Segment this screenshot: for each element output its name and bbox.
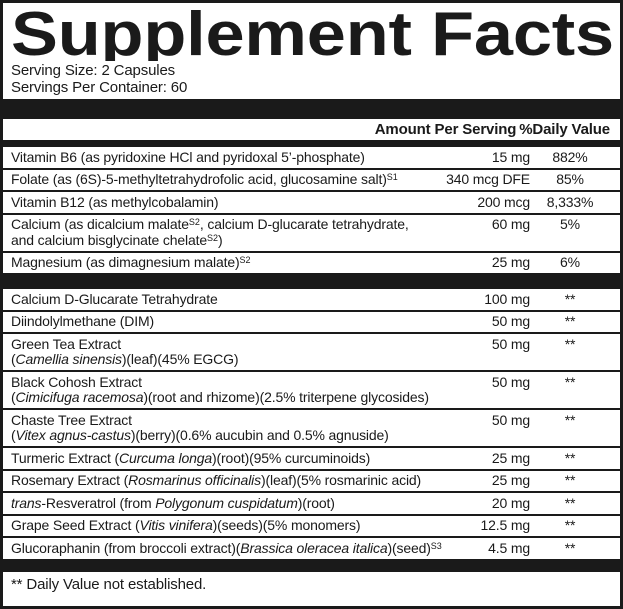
ingredient-name-line: Black Cohosh Extract bbox=[11, 373, 142, 390]
ingredient-name-line: Vitamin B6 (as pyridoxine HCl and pyrido… bbox=[11, 148, 365, 165]
table-row: Vitamin B12 (as methylcobalamin) 200 mcg 8… bbox=[3, 190, 620, 213]
amount-cell: 340 mcg DFE bbox=[446, 171, 530, 187]
table-row: Glucoraphanin (from broccoli extract)(Br… bbox=[3, 536, 620, 559]
ingredient-name: Turmeric Extract (Curcuma longa)(root)(9… bbox=[11, 449, 418, 467]
amount-cell: 20 mg bbox=[491, 494, 530, 511]
daily-value-cell: ** bbox=[564, 313, 576, 329]
table-row: Black Cohosh Extract (Cimicifuga racemosa… bbox=[3, 370, 620, 408]
column-header-daily-value: %Daily Value bbox=[519, 121, 610, 138]
ingredient-name: Calcium (as dicalcium malateS2, calcium … bbox=[11, 216, 418, 248]
table-row: Calcium D-Glucarate Tetrahydrate 100 mg ** bbox=[3, 289, 620, 310]
serving-info: Serving Size: 2 Capsules Servings Per Co… bbox=[3, 61, 620, 99]
ingredient-name: Green Tea Extract (Camellia sinensis)(lea… bbox=[11, 335, 418, 368]
ingredient-name-line: Rosemary Extract (Rosmarinus officinalis… bbox=[11, 472, 422, 488]
ingredient-name-line: Chaste Tree Extract bbox=[11, 411, 132, 428]
daily-value-cell: ** bbox=[564, 373, 576, 390]
footer-divider-bar bbox=[3, 558, 620, 572]
page-title: Supplement Facts bbox=[11, 5, 614, 61]
ingredient-name: Vitamin B12 (as methylcobalamin) bbox=[11, 193, 418, 211]
daily-value-cell: ** bbox=[564, 411, 576, 428]
daily-value-cell: ** bbox=[564, 335, 576, 352]
ingredient-name-line: (Cimicifuga racemosa)(root and rhizome)(… bbox=[11, 389, 429, 405]
table-header: Amount Per Serving %Daily Value bbox=[3, 119, 620, 140]
ingredient-name: Black Cohosh Extract (Cimicifuga racemosa… bbox=[11, 373, 429, 406]
ingredient-name: Grape Seed Extract (Vitis vinifera)(seed… bbox=[11, 517, 418, 534]
ingredient-name: Magnesium (as dimagnesium malate)S2 bbox=[11, 254, 418, 271]
daily-value-cell: 85% bbox=[556, 171, 584, 187]
daily-value-cell: 8,333% bbox=[546, 193, 594, 210]
daily-value-cell: ** bbox=[564, 539, 576, 556]
amount-cell: 25 mg bbox=[491, 472, 530, 488]
ingredient-name-line: (Vitex agnus-castus)(berry)(0.6% aucubin… bbox=[11, 427, 389, 443]
column-header-amount: Amount Per Serving bbox=[374, 121, 517, 138]
section-divider-bar bbox=[3, 273, 620, 289]
amount-cell: 12.5 mg bbox=[480, 517, 530, 533]
title-banner: Supplement Facts bbox=[11, 5, 614, 61]
ingredient-name: Rosemary Extract (Rosmarinus officinalis… bbox=[11, 472, 422, 489]
section-divider-bar bbox=[3, 99, 620, 119]
table-row: trans-Resveratrol (from Polygonum cuspid… bbox=[3, 491, 620, 514]
daily-value-cell: ** bbox=[564, 290, 576, 307]
amount-cell: 50 mg bbox=[491, 313, 530, 329]
ingredient-name: Folate (as (6S)-5-methyltetrahydrofolic … bbox=[11, 171, 418, 188]
daily-value-cell: ** bbox=[564, 494, 576, 511]
ingredient-name: Diindolylmethane (DIM) bbox=[11, 313, 418, 330]
table-row: Rosemary Extract (Rosmarinus officinalis… bbox=[3, 468, 620, 492]
amount-cell: 50 mg bbox=[491, 411, 530, 428]
vitamins-minerals-section: Vitamin B6 (as pyridoxine HCl and pyrido… bbox=[3, 147, 620, 273]
amount-cell: 50 mg bbox=[491, 373, 530, 390]
ingredient-name-line: Turmeric Extract (Curcuma longa)(root)(9… bbox=[11, 449, 371, 466]
amount-cell: 50 mg bbox=[491, 335, 530, 352]
ingredient-name: Vitamin B6 (as pyridoxine HCl and pyrido… bbox=[11, 148, 418, 166]
amount-cell: 60 mg bbox=[491, 216, 530, 232]
daily-value-cell: ** bbox=[564, 517, 576, 533]
table-row: Magnesium (as dimagnesium malate)S2 25 mg… bbox=[3, 250, 620, 274]
table-row: Diindolylmethane (DIM) 50 mg ** bbox=[3, 309, 620, 333]
amount-cell: 15 mg bbox=[491, 148, 530, 165]
ingredient-name-line: Diindolylmethane (DIM) bbox=[11, 313, 154, 329]
amount-cell: 25 mg bbox=[491, 449, 530, 466]
ingredient-name-line: trans-Resveratrol (from Polygonum cuspid… bbox=[11, 494, 335, 511]
amount-cell: 100 mg bbox=[484, 290, 530, 307]
table-row: Chaste Tree Extract (Vitex agnus-castus)(… bbox=[3, 408, 620, 446]
daily-value-cell: 882% bbox=[552, 148, 588, 165]
serving-size: Serving Size: 2 Capsules bbox=[11, 62, 175, 79]
ingredient-name-line: Calcium D-Glucarate Tetrahydrate bbox=[11, 290, 218, 307]
ingredient-name-line: and calcium bisglycinate chelateS2) bbox=[11, 231, 223, 248]
amount-cell: 200 mcg bbox=[477, 193, 530, 210]
ingredient-name-line: Folate (as (6S)-5-methyltetrahydrofolic … bbox=[11, 171, 398, 187]
ingredient-name-line: Green Tea Extract bbox=[11, 335, 122, 352]
servings-per-container: Servings Per Container: 60 bbox=[11, 79, 188, 96]
header-divider-bar bbox=[3, 140, 620, 147]
table-row: Vitamin B6 (as pyridoxine HCl and pyrido… bbox=[3, 147, 620, 168]
table-row: Folate (as (6S)-5-methyltetrahydrofolic … bbox=[3, 167, 620, 191]
amount-cell: 25 mg bbox=[491, 254, 530, 270]
table-row: Green Tea Extract (Camellia sinensis)(lea… bbox=[3, 332, 620, 370]
table-row: Calcium (as dicalcium malateS2, calcium … bbox=[3, 212, 620, 251]
daily-value-cell: 5% bbox=[560, 216, 580, 232]
ingredient-name-line: Magnesium (as dimagnesium malate)S2 bbox=[11, 254, 251, 270]
ingredient-name: Chaste Tree Extract (Vitex agnus-castus)(… bbox=[11, 411, 418, 444]
ingredient-name: Glucoraphanin (from broccoli extract)(Br… bbox=[11, 539, 442, 557]
ingredient-name-line: (Camellia sinensis)(leaf)(45% EGCG) bbox=[11, 351, 239, 367]
ingredient-name-line: Vitamin B12 (as methylcobalamin) bbox=[11, 193, 219, 210]
daily-value-cell: 6% bbox=[560, 254, 580, 270]
amount-cell: 4.5 mg bbox=[488, 539, 530, 556]
ingredient-name: Calcium D-Glucarate Tetrahydrate bbox=[11, 290, 418, 308]
ingredient-name-line: Glucoraphanin (from broccoli extract)(Br… bbox=[11, 539, 442, 556]
daily-value-cell: ** bbox=[564, 472, 576, 488]
table-row: Grape Seed Extract (Vitis vinifera)(seed… bbox=[3, 513, 620, 537]
daily-value-footnote: ** Daily Value not established. bbox=[11, 575, 207, 593]
daily-value-cell: ** bbox=[564, 449, 576, 466]
ingredient-name: trans-Resveratrol (from Polygonum cuspid… bbox=[11, 494, 418, 512]
table-row: Turmeric Extract (Curcuma longa)(root)(9… bbox=[3, 446, 620, 469]
ingredient-name-line: Grape Seed Extract (Vitis vinifera)(seed… bbox=[11, 517, 361, 533]
other-ingredients-section: Calcium D-Glucarate Tetrahydrate 100 mg **… bbox=[3, 289, 620, 559]
ingredient-name-line: Calcium (as dicalcium malateS2, calcium … bbox=[11, 216, 409, 232]
